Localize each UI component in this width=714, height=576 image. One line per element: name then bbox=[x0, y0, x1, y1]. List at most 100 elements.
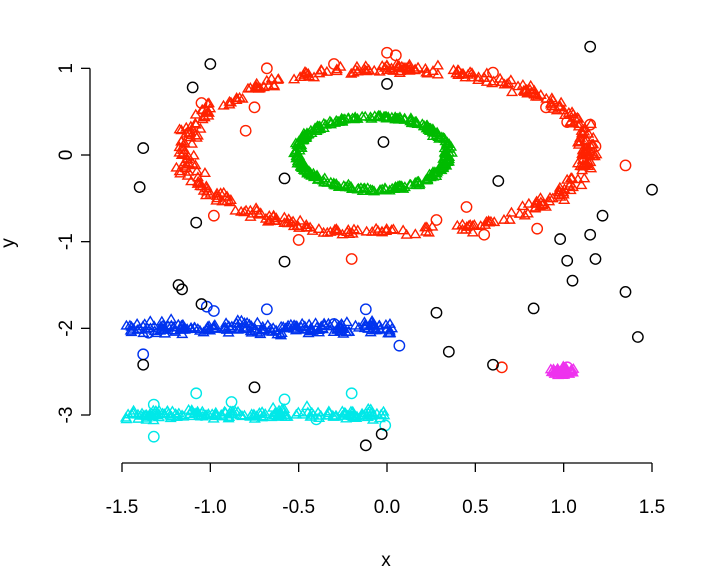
series-2-core-point bbox=[167, 321, 180, 332]
series-1-core-point bbox=[404, 112, 417, 123]
series-3-core-point bbox=[152, 411, 165, 422]
series-1-core-point bbox=[440, 150, 453, 161]
series-2-core-point bbox=[288, 319, 301, 330]
series-0-core-point bbox=[250, 202, 263, 213]
series-3-core-point bbox=[378, 409, 391, 420]
series-0-border-point bbox=[589, 140, 602, 153]
series-2-core-point bbox=[249, 324, 262, 335]
series-0-core-point bbox=[287, 220, 300, 231]
series-0-core-point bbox=[419, 62, 432, 73]
series-5-border-point bbox=[375, 428, 388, 440]
series-1-core-point bbox=[423, 124, 437, 135]
series-0-core-point bbox=[265, 72, 278, 83]
series-0-core-point bbox=[360, 225, 373, 236]
series-3-core-point bbox=[290, 408, 303, 419]
series-2-core-point bbox=[271, 328, 284, 339]
series-0-core-point bbox=[288, 73, 301, 84]
series-0-core-point bbox=[181, 169, 194, 180]
x-tick-label: -1.0 bbox=[194, 497, 227, 518]
x-tick-label: -1.5 bbox=[106, 497, 139, 518]
series-5-border-point bbox=[204, 58, 217, 70]
series-2-core-point bbox=[191, 323, 204, 333]
series-0-core-point bbox=[250, 80, 263, 91]
series-0-core-point bbox=[200, 180, 213, 191]
series-1-core-point bbox=[434, 131, 447, 142]
series-0-border-point bbox=[195, 97, 208, 109]
series-4-core-point bbox=[557, 362, 570, 373]
series-0-core-point bbox=[426, 65, 440, 76]
y-tick-label: -2 bbox=[56, 320, 77, 337]
series-0-core-point bbox=[459, 223, 472, 234]
series-0-core-point bbox=[575, 124, 588, 135]
series-0-core-point bbox=[191, 177, 204, 188]
series-0-core-point bbox=[331, 225, 345, 236]
series-0-core-point bbox=[564, 115, 577, 126]
series-2-border-point bbox=[207, 305, 220, 317]
series-1-core-point bbox=[395, 180, 409, 191]
series-0-core-point bbox=[263, 210, 276, 221]
series-0-core-point bbox=[246, 207, 259, 218]
series-0-core-point bbox=[371, 224, 385, 235]
x-tick-label: 0.0 bbox=[374, 497, 400, 518]
series-0-core-point bbox=[320, 65, 333, 76]
series-0-core-point bbox=[553, 181, 566, 192]
series-2-core-point bbox=[256, 320, 269, 331]
series-0-core-point bbox=[294, 214, 307, 225]
series-0-core-point bbox=[236, 92, 249, 103]
series-0-core-point bbox=[182, 165, 195, 176]
series-0-border-point bbox=[260, 62, 273, 75]
series-5-border-point bbox=[584, 40, 597, 53]
series-0-core-point bbox=[581, 154, 594, 165]
series-0-core-point bbox=[397, 224, 410, 235]
series-0-core-point bbox=[201, 105, 215, 116]
series-2-core-point bbox=[251, 316, 264, 327]
series-0-core-point bbox=[175, 124, 188, 135]
series-0-core-point bbox=[175, 148, 188, 159]
series-0-core-point bbox=[505, 206, 518, 217]
series-1-core-point bbox=[371, 111, 384, 122]
series-5-border-point bbox=[176, 283, 188, 296]
series-0-core-point bbox=[287, 215, 300, 226]
series-2-core-point bbox=[358, 316, 371, 327]
series-0-core-point bbox=[567, 117, 580, 128]
series-0-core-point bbox=[173, 146, 186, 157]
series-2-core-point bbox=[284, 318, 297, 329]
series-2-core-point bbox=[240, 321, 253, 332]
x-tick-label: 1.5 bbox=[639, 497, 665, 518]
series-1-core-point bbox=[351, 112, 364, 123]
series-5-border-point bbox=[589, 253, 602, 265]
series-0-core-point bbox=[252, 208, 265, 219]
series-3-core-point bbox=[366, 413, 380, 424]
series-0-core-point bbox=[185, 137, 199, 148]
series-0-core-point bbox=[194, 180, 207, 191]
series-1-core-point bbox=[299, 161, 312, 172]
series-0-core-point bbox=[450, 67, 463, 78]
series-1-core-point bbox=[290, 145, 303, 156]
series-0-border-point bbox=[619, 159, 632, 172]
series-2-core-point bbox=[332, 320, 345, 330]
series-5-border-point bbox=[195, 298, 208, 310]
series-3-core-point bbox=[127, 404, 140, 415]
series-1-core-point bbox=[365, 112, 378, 123]
series-3-core-point bbox=[182, 403, 195, 414]
series-2-core-point bbox=[337, 327, 350, 338]
series-2-core-point bbox=[234, 322, 247, 333]
series-1-core-point bbox=[305, 169, 318, 180]
series-0-core-point bbox=[584, 118, 598, 129]
series-2-core-point bbox=[262, 325, 275, 336]
series-0-core-point bbox=[572, 135, 585, 146]
series-1-core-point bbox=[323, 115, 336, 126]
series-2-core-point bbox=[231, 323, 244, 334]
series-1-core-point bbox=[441, 137, 454, 148]
series-0-core-point bbox=[180, 121, 193, 132]
series-0-core-point bbox=[313, 67, 326, 78]
series-2-core-point bbox=[328, 317, 341, 328]
series-1-core-point bbox=[366, 184, 379, 195]
series-5-border-point bbox=[190, 216, 203, 229]
series-0-core-point bbox=[565, 106, 579, 117]
series-0-border-point bbox=[389, 49, 402, 62]
series-1-core-point bbox=[443, 138, 456, 149]
series-0-core-point bbox=[300, 221, 313, 232]
series-2-core-point bbox=[373, 319, 386, 330]
series-5-border-point bbox=[619, 286, 632, 298]
